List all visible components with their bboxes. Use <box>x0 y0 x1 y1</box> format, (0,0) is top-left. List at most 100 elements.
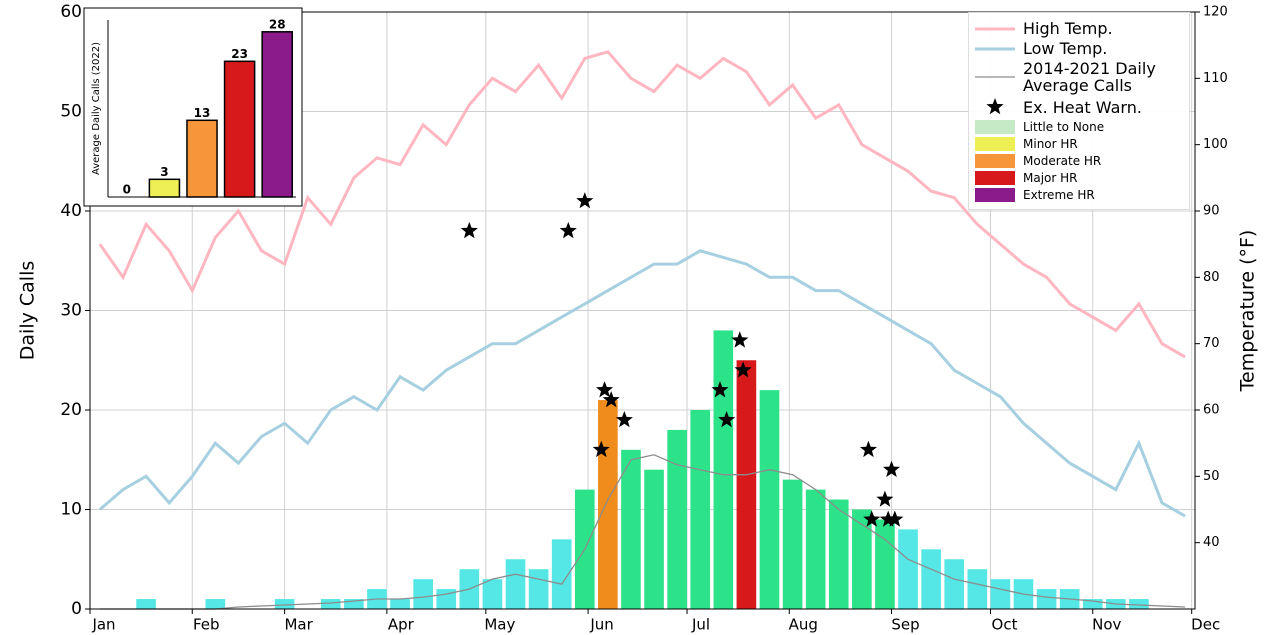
y-tick-label: 20 <box>60 400 82 420</box>
x-tick-label: May <box>484 616 515 634</box>
bar <box>806 490 826 609</box>
legend-swatch <box>975 171 1015 185</box>
legend-swatch <box>975 154 1015 168</box>
bar <box>644 470 664 609</box>
legend-label: 2014-2021 Daily Average Calls <box>1023 60 1183 94</box>
warning-star <box>860 441 877 457</box>
legend-label: Moderate HR <box>1023 154 1101 168</box>
bar <box>944 559 964 609</box>
legend: High Temp. Low Temp. 2014-2021 Daily Avera… <box>968 12 1190 210</box>
bar <box>875 519 895 609</box>
legend-item: Major HR <box>975 171 1183 185</box>
legend-item: Extreme HR <box>975 188 1183 202</box>
legend-swatch <box>975 44 1015 54</box>
y2-axis-label: Temperature (°F) <box>1237 230 1259 393</box>
x-tick-label: Oct <box>992 616 1018 634</box>
legend-swatch <box>975 137 1015 151</box>
bar <box>991 579 1011 609</box>
legend-item: Low Temp. <box>975 40 1183 57</box>
legend-swatch <box>975 97 1015 117</box>
bar <box>598 400 618 609</box>
legend-item: Minor HR <box>975 137 1183 151</box>
bar <box>921 549 941 609</box>
y-tick-label: 40 <box>60 201 82 221</box>
legend-label: High Temp. <box>1023 20 1113 37</box>
y-axis-label: Daily Calls <box>17 261 39 360</box>
bar <box>1129 599 1149 609</box>
bar <box>483 579 503 609</box>
x-tick-label: Jun <box>589 616 613 634</box>
x-tick-label: Jan <box>91 616 115 634</box>
legend-swatch <box>975 188 1015 202</box>
y2-tick-label: 80 <box>1203 270 1220 285</box>
bar <box>898 529 918 609</box>
legend-label: Minor HR <box>1023 137 1078 151</box>
bar <box>967 569 987 609</box>
bar <box>225 61 255 197</box>
y2-tick-label: 50 <box>1203 469 1220 484</box>
warning-star <box>576 192 593 208</box>
bar <box>206 599 226 609</box>
y2-tick-label: 40 <box>1203 535 1220 550</box>
legend-item: Ex. Heat Warn. <box>975 97 1183 117</box>
y2-tick-label: 120 <box>1203 5 1228 20</box>
legend-label: Low Temp. <box>1023 40 1107 57</box>
bar <box>529 569 549 609</box>
bar <box>1037 589 1057 609</box>
bar <box>275 599 295 609</box>
x-tick-label: Nov <box>1092 616 1121 634</box>
bar <box>187 120 217 197</box>
legend-label: Major HR <box>1023 171 1078 185</box>
x-tick-label: Apr <box>388 616 415 634</box>
legend-item: Little to None <box>975 120 1183 134</box>
value-label: 13 <box>194 106 211 120</box>
bar <box>321 599 341 609</box>
y-tick-label: 60 <box>60 2 82 22</box>
y2-tick-label: 60 <box>1203 403 1220 418</box>
value-label: 23 <box>231 47 248 61</box>
legend-item: High Temp. <box>975 20 1183 37</box>
bar <box>667 430 687 609</box>
bar <box>149 179 179 197</box>
page: 0102030405060405060708090100110120JanFeb… <box>0 0 1265 635</box>
bar <box>413 579 433 609</box>
bar <box>783 480 803 609</box>
bar <box>760 390 780 609</box>
bar <box>829 500 849 609</box>
legend-swatch <box>975 72 1015 82</box>
legend-swatch <box>975 24 1015 34</box>
legend-label: Extreme HR <box>1023 188 1095 202</box>
bar <box>262 32 292 197</box>
y2-tick-label: 110 <box>1203 71 1228 86</box>
legend-label: Little to None <box>1023 120 1104 134</box>
bar <box>506 559 526 609</box>
y-tick-label: 30 <box>60 301 82 321</box>
legend-swatch <box>975 120 1015 134</box>
bar <box>690 410 710 609</box>
warning-star <box>876 491 893 507</box>
value-label: 3 <box>160 165 168 179</box>
y-axis-label: Average Daily Calls (2022) <box>91 42 102 175</box>
value-label: 0 <box>123 183 131 197</box>
legend-label: Ex. Heat Warn. <box>1023 99 1142 116</box>
x-tick-label: Jul <box>691 616 710 634</box>
legend-item: Moderate HR <box>975 154 1183 168</box>
bar <box>621 450 641 609</box>
x-tick-label: Sep <box>891 616 919 634</box>
y-tick-label: 10 <box>60 500 82 520</box>
y2-tick-label: 70 <box>1203 336 1220 351</box>
x-tick-label: Mar <box>284 616 313 634</box>
warning-star <box>731 331 748 347</box>
y2-tick-label: 100 <box>1203 137 1228 152</box>
value-label: 28 <box>269 17 286 31</box>
warning-star <box>461 222 478 238</box>
x-tick-label: Feb <box>193 616 220 634</box>
x-tick-label: Aug <box>789 616 818 634</box>
warning-star <box>560 222 577 238</box>
y-tick-label: 50 <box>60 102 82 122</box>
legend-item: 2014-2021 Daily Average Calls <box>975 60 1183 94</box>
x-tick-label: Dec <box>1191 616 1220 634</box>
bar <box>136 599 156 609</box>
warning-star <box>616 411 633 427</box>
bar <box>737 360 757 609</box>
